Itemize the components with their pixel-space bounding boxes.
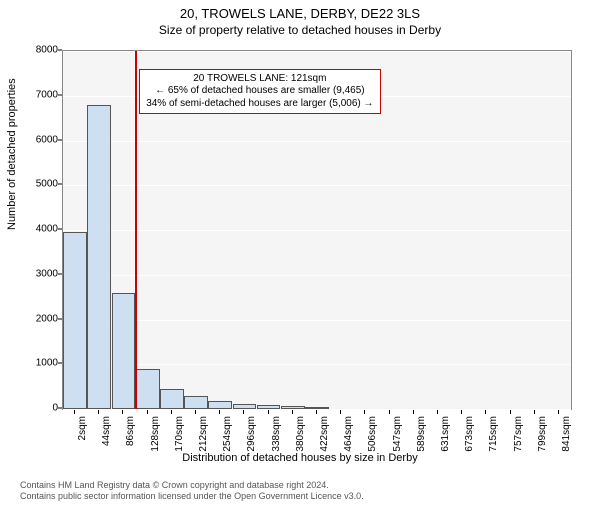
y-tick-mark [58,50,62,51]
y-tick-label: 3000 [34,268,58,279]
annotation-line: 34% of semi-detached houses are larger (… [146,98,373,111]
y-axis-label: Number of detached properties [6,78,18,230]
x-tick-mark [171,410,172,414]
x-tick-mark [316,410,317,414]
footer-line-2: Contains public sector information licen… [20,491,364,502]
y-tick-mark [58,139,62,140]
x-tick-label: 254sqm [222,416,233,456]
x-tick-label: 44sqm [101,416,112,456]
x-tick-mark [147,410,148,414]
x-tick-label: 128sqm [150,416,161,456]
x-tick-label: 841sqm [561,416,572,456]
y-tick-label: 2000 [34,313,58,324]
x-tick-mark [364,410,365,414]
y-tick-mark [58,408,62,409]
x-tick-mark [340,410,341,414]
footer-attribution: Contains HM Land Registry data © Crown c… [20,480,364,502]
y-tick-mark [58,229,62,230]
x-tick-mark [461,410,462,414]
x-tick-label: 296sqm [246,416,257,456]
y-tick-label: 0 [34,403,58,414]
y-tick-mark [58,273,62,274]
x-tick-mark [437,410,438,414]
gridline [63,320,571,321]
gridline [63,364,571,365]
x-tick-mark [389,410,390,414]
x-tick-label: 86sqm [125,416,136,456]
y-tick-label: 4000 [34,224,58,235]
y-tick-label: 5000 [34,179,58,190]
x-tick-label: 757sqm [513,416,524,456]
x-tick-label: 2sqm [77,416,88,456]
chart-plot-area: 20 TROWELS LANE: 121sqm← 65% of detached… [62,50,572,410]
x-tick-mark [534,410,535,414]
footer-line-1: Contains HM Land Registry data © Crown c… [20,480,364,491]
x-tick-mark [292,410,293,414]
x-tick-label: 589sqm [416,416,427,456]
x-tick-label: 547sqm [392,416,403,456]
x-tick-mark [243,410,244,414]
y-tick-mark [58,184,62,185]
x-tick-mark [98,410,99,414]
histogram-bar [305,407,329,409]
histogram-bar [184,396,208,409]
x-tick-mark [219,410,220,414]
y-tick-mark [58,94,62,95]
annotation-line: ← 65% of detached houses are smaller (9,… [146,85,373,98]
reference-line [135,51,137,409]
y-tick-mark [58,363,62,364]
x-tick-label: 506sqm [367,416,378,456]
y-tick-label: 8000 [34,45,58,56]
x-tick-label: 799sqm [537,416,548,456]
gridline [63,230,571,231]
histogram-bar [63,232,87,409]
histogram-bar [233,404,257,409]
histogram-bar [160,389,184,409]
histogram-bar [136,369,160,409]
x-tick-label: 631sqm [440,416,451,456]
chart-title-sub: Size of property relative to detached ho… [0,23,600,37]
x-tick-mark [510,410,511,414]
x-tick-mark [122,410,123,414]
histogram-bar [281,406,305,409]
x-tick-mark [558,410,559,414]
chart-title-main: 20, TROWELS LANE, DERBY, DE22 3LS [0,6,600,21]
annotation-line: 20 TROWELS LANE: 121sqm [146,73,373,86]
x-tick-mark [74,410,75,414]
y-tick-mark [58,318,62,319]
gridline [63,275,571,276]
x-tick-label: 380sqm [295,416,306,456]
gridline [63,141,571,142]
gridline [63,409,571,410]
y-tick-label: 7000 [34,89,58,100]
x-tick-label: 715sqm [488,416,499,456]
histogram-bar [112,293,136,409]
histogram-bar [208,401,232,409]
x-tick-label: 422sqm [319,416,330,456]
x-tick-label: 338sqm [271,416,282,456]
y-tick-label: 6000 [34,134,58,145]
x-tick-mark [413,410,414,414]
x-tick-mark [485,410,486,414]
annotation-box: 20 TROWELS LANE: 121sqm← 65% of detached… [139,69,380,115]
histogram-bar [257,405,281,409]
x-tick-mark [268,410,269,414]
gridline [63,51,571,52]
x-tick-mark [195,410,196,414]
histogram-bar [87,105,111,409]
y-tick-label: 1000 [34,358,58,369]
x-tick-label: 464sqm [343,416,354,456]
x-tick-label: 673sqm [464,416,475,456]
gridline [63,185,571,186]
x-tick-label: 170sqm [174,416,185,456]
x-tick-label: 212sqm [198,416,209,456]
